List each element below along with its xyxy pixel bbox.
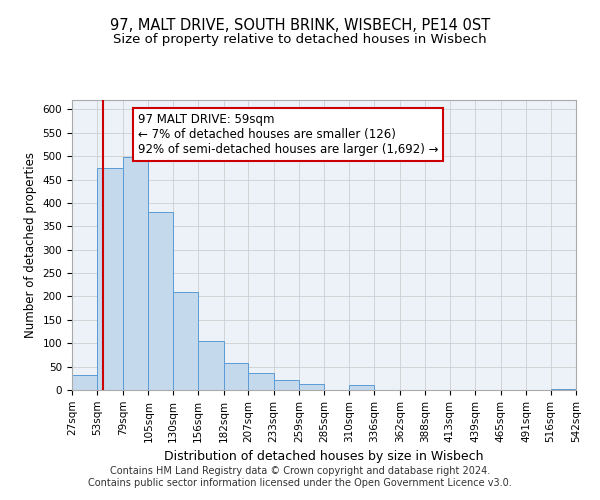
Bar (148, 212, 173, 390)
Bar (173, 292, 198, 390)
Bar (248, 373, 274, 390)
Bar (274, 380, 299, 390)
Bar (551, 389, 576, 390)
Bar (123, 157, 148, 390)
Text: Contains HM Land Registry data © Crown copyright and database right 2024.
Contai: Contains HM Land Registry data © Crown c… (88, 466, 512, 487)
Bar (72, 375, 97, 390)
Bar (224, 364, 248, 390)
X-axis label: Distribution of detached houses by size in Wisbech: Distribution of detached houses by size … (164, 450, 484, 463)
Text: 97, MALT DRIVE, SOUTH BRINK, WISBECH, PE14 0ST: 97, MALT DRIVE, SOUTH BRINK, WISBECH, PE… (110, 18, 490, 32)
Bar (299, 384, 325, 390)
Bar (198, 341, 224, 390)
Text: Size of property relative to detached houses in Wisbech: Size of property relative to detached ho… (113, 32, 487, 46)
Bar (349, 386, 374, 390)
Bar (97, 168, 123, 390)
Y-axis label: Number of detached properties: Number of detached properties (24, 152, 37, 338)
Text: 97 MALT DRIVE: 59sqm
← 7% of detached houses are smaller (126)
92% of semi-detac: 97 MALT DRIVE: 59sqm ← 7% of detached ho… (137, 113, 438, 156)
